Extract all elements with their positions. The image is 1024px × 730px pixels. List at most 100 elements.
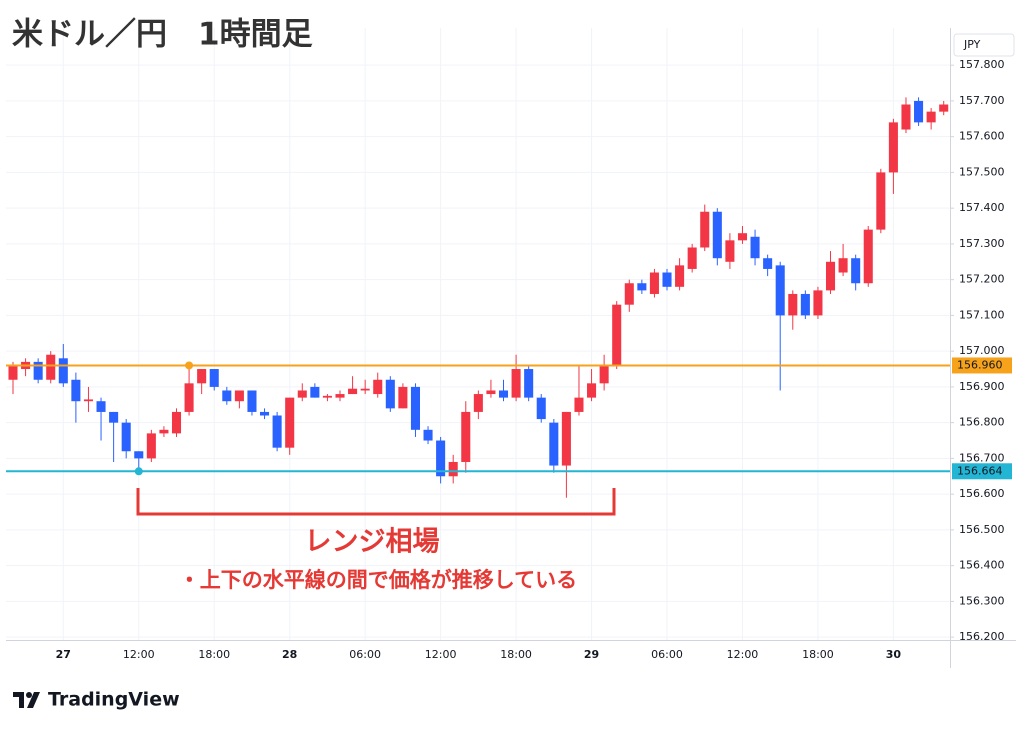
candle-body [473,394,483,412]
brand-logo [13,692,40,708]
candle-body [260,411,270,416]
candle-body [750,236,760,259]
candle-body [838,258,848,273]
candle-body [587,383,597,398]
candle-body [335,394,345,398]
price-label-box [952,357,1012,374]
candle-body [574,397,584,412]
x-tick-label: 18:00 [500,648,532,661]
candle-body [800,293,810,316]
candle-body [624,283,634,305]
y-tick-label: 156.700 [959,451,1005,464]
candle-body [310,386,320,398]
candle-body [234,390,244,402]
candle-body [71,379,81,402]
candle-body [662,272,672,287]
y-tick-label: 157.100 [959,308,1005,321]
candle-body [285,397,295,448]
candle-body [511,369,521,398]
logo-dot [26,692,32,698]
candle-body [222,390,232,402]
candle-body [737,233,748,241]
line-anchor [185,361,194,370]
candle-body [498,390,509,398]
candle-body [637,283,647,291]
price-label: 156.960 [957,358,1003,371]
title-bg [0,0,950,28]
x-tick-label: 12:00 [425,648,457,661]
candle-body [96,401,106,412]
annotation-title: レンジ相場 [305,527,440,558]
candle-body [134,451,144,459]
candle-body [763,258,773,269]
annotation-text: ・上下の水平線の間で価格が推移している [179,568,577,592]
range-bracket [136,488,616,516]
candle-body [171,411,182,434]
candle-body [461,411,471,462]
candle-body [649,272,659,294]
candle-body [524,369,534,398]
y-tick-label: 157.200 [959,273,1005,286]
candle-body [825,261,836,291]
candle-body [83,399,93,402]
candle-body [197,369,207,384]
price-label-box [952,463,1012,480]
candle-body [373,379,383,395]
candle-body [159,429,169,434]
candle-body [360,388,370,391]
x-tick-label: 06:00 [349,648,381,661]
candle-body [712,211,722,259]
candle-body [876,172,886,230]
y-tick-label: 156.500 [959,523,1005,536]
candle-body [436,440,446,477]
line-anchor [134,467,143,476]
y-tick-label: 157.700 [959,94,1005,107]
currency-label: JPY [963,38,981,51]
x-tick-label: 18:00 [198,648,230,661]
candle-body [851,258,861,284]
candle-body [926,111,936,123]
candle-body [184,383,194,412]
y-tick-label: 156.600 [959,487,1005,500]
candle-body [58,358,68,384]
y-tick-label: 156.300 [959,594,1005,607]
candle-body [297,390,307,398]
candle-body [410,386,420,430]
price-label: 156.664 [957,464,1003,477]
x-tick-label: 18:00 [802,648,834,661]
candle-body [599,365,609,384]
candle-body [272,415,282,448]
y-tick-label: 157.000 [959,344,1005,357]
candle-body [687,247,697,269]
y-tick-label: 157.300 [959,237,1005,250]
candle-body [385,379,395,409]
x-tick-label: 12:00 [123,648,155,661]
candle-body [121,422,131,452]
x-tick-label: 06:00 [651,648,683,661]
candle-body [901,104,911,130]
candle-body [423,429,433,441]
y-tick-label: 156.800 [959,416,1005,429]
x-tick-label: 12:00 [727,648,759,661]
candle-body [398,386,408,409]
candle-body [775,265,785,316]
logo-mark [27,692,40,708]
candle-body [146,433,156,459]
candle-body [448,461,458,477]
candle-body [322,395,332,398]
grid [6,28,950,640]
candle-body [612,304,622,366]
candle-body [561,411,571,466]
candle-body [348,388,358,395]
y-tick-label: 157.800 [959,58,1005,71]
currency-box [953,33,1015,57]
candle-body [813,290,823,316]
candle-body [486,390,496,395]
x-tick-label: 27 [56,648,71,661]
candle-body [914,100,924,123]
candle-body [725,240,735,262]
brand-name: TradingView [48,689,180,711]
candle-body [888,122,898,173]
candle-body [8,365,18,380]
candle-body [209,369,219,387]
